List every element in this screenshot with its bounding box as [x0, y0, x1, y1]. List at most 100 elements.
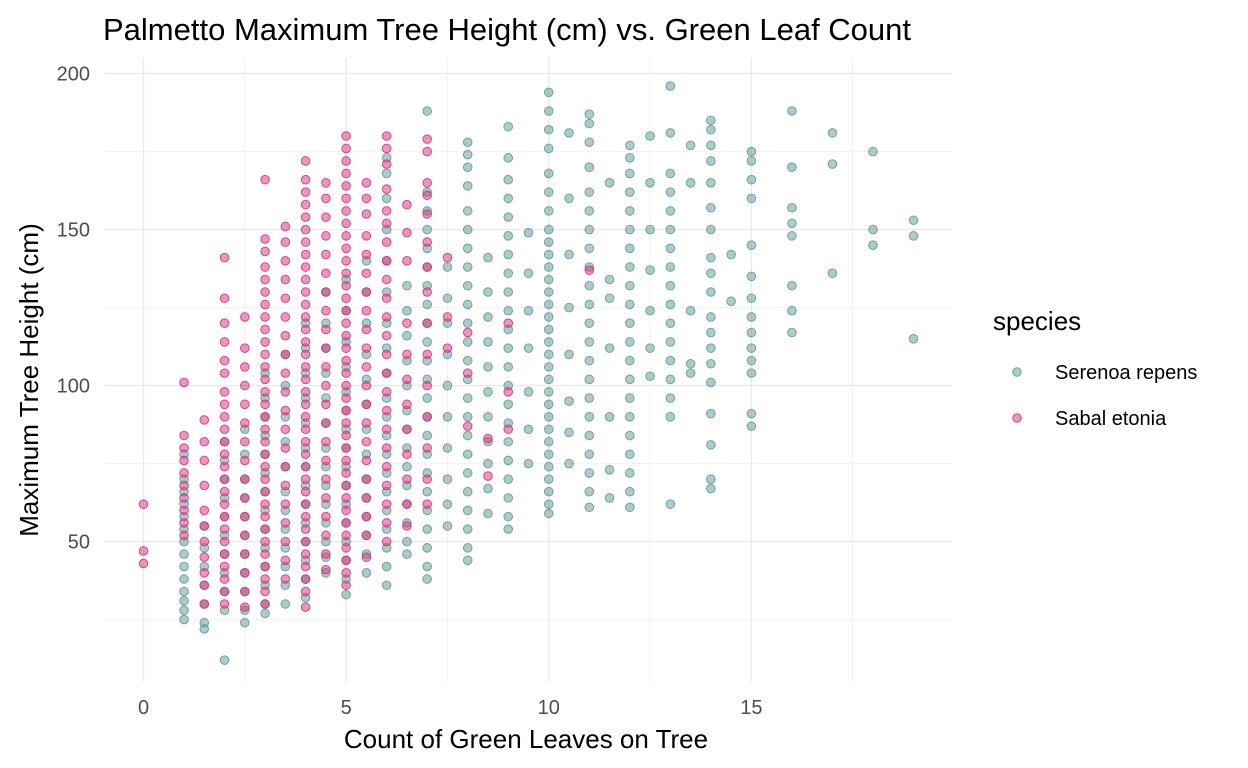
data-point: [543, 274, 554, 285]
data-point: [341, 455, 351, 466]
data-point: [706, 268, 716, 279]
data-point: [442, 343, 453, 353]
data-point: [321, 287, 331, 297]
data-point: [665, 206, 676, 216]
data-point: [240, 549, 250, 559]
chart-title: Palmetto Maximum Tree Height (cm) vs. Gr…: [103, 12, 911, 47]
data-point: [280, 274, 291, 285]
data-point: [787, 327, 797, 338]
data-point: [462, 505, 473, 516]
data-point: [462, 486, 473, 497]
data-point: [746, 271, 757, 282]
data-point: [442, 499, 453, 509]
data-point: [422, 134, 432, 144]
data-point: [341, 143, 351, 154]
data-point: [361, 399, 372, 410]
data-point: [219, 486, 230, 497]
data-point: [280, 237, 291, 247]
data-point: [219, 436, 230, 447]
data-point: [483, 287, 493, 297]
data-point: [584, 374, 595, 385]
data-point: [321, 380, 331, 391]
data-point: [625, 262, 635, 272]
data-point: [219, 387, 230, 397]
data-point: [625, 502, 635, 513]
data-point: [321, 418, 331, 428]
data-point: [300, 224, 311, 235]
data-point: [564, 427, 574, 438]
data-point: [422, 486, 432, 497]
data-point: [442, 293, 453, 304]
data-point: [442, 262, 453, 272]
data-point: [706, 327, 716, 338]
data-point: [260, 524, 270, 534]
data-point: [706, 115, 716, 126]
data-point: [341, 393, 351, 403]
data-point: [402, 280, 412, 291]
data-point: [787, 202, 797, 213]
data-point: [584, 337, 595, 347]
data-point: [746, 421, 757, 431]
data-point: [543, 337, 554, 347]
data-point: [665, 499, 676, 509]
data-point: [604, 293, 615, 304]
data-point: [462, 337, 473, 347]
data-point: [321, 343, 331, 353]
data-point: [280, 293, 291, 304]
data-point: [462, 137, 473, 148]
data-point: [543, 499, 554, 509]
data-point: [543, 399, 554, 410]
data-point: [300, 212, 311, 222]
data-point: [341, 343, 351, 353]
data-point: [523, 268, 534, 279]
data-point: [260, 299, 270, 310]
data-point: [199, 480, 210, 491]
data-point: [462, 355, 473, 366]
data-point: [483, 312, 493, 322]
data-point: [321, 193, 331, 204]
data-point: [543, 224, 554, 235]
data-point: [219, 536, 230, 547]
data-point: [219, 252, 230, 263]
data-point: [260, 324, 270, 335]
data-point: [219, 499, 230, 509]
data-point: [625, 374, 635, 385]
data-point: [462, 149, 473, 160]
data-point: [625, 187, 635, 197]
data-point: [199, 568, 210, 578]
data-point: [746, 355, 757, 366]
data-point: [280, 221, 291, 232]
data-point: [300, 486, 311, 497]
data-point: [706, 440, 716, 450]
data-point: [827, 268, 838, 279]
data-point: [827, 159, 838, 169]
data-point: [503, 343, 514, 353]
data-point: [341, 468, 351, 478]
data-point: [361, 249, 372, 260]
data-point: [645, 178, 655, 188]
data-point: [219, 424, 230, 435]
data-point: [280, 555, 291, 566]
data-point: [361, 268, 372, 279]
data-point: [361, 493, 372, 503]
data-point: [584, 137, 595, 148]
data-point: [361, 343, 372, 353]
data-point: [321, 305, 331, 316]
data-point: [543, 187, 554, 197]
y-axis-title: Maximum Tree Height (cm): [14, 223, 44, 537]
data-point: [341, 231, 351, 241]
data-point: [219, 318, 230, 329]
data-point: [402, 318, 412, 329]
data-point: [260, 461, 270, 472]
data-point: [483, 412, 493, 422]
data-point: [381, 499, 392, 509]
data-point: [179, 505, 189, 516]
data-point: [300, 337, 311, 347]
data-point: [179, 605, 189, 616]
data-point: [584, 355, 595, 366]
data-point: [543, 508, 554, 519]
data-point: [422, 430, 432, 441]
data-point: [300, 474, 311, 485]
data-point: [179, 480, 189, 491]
